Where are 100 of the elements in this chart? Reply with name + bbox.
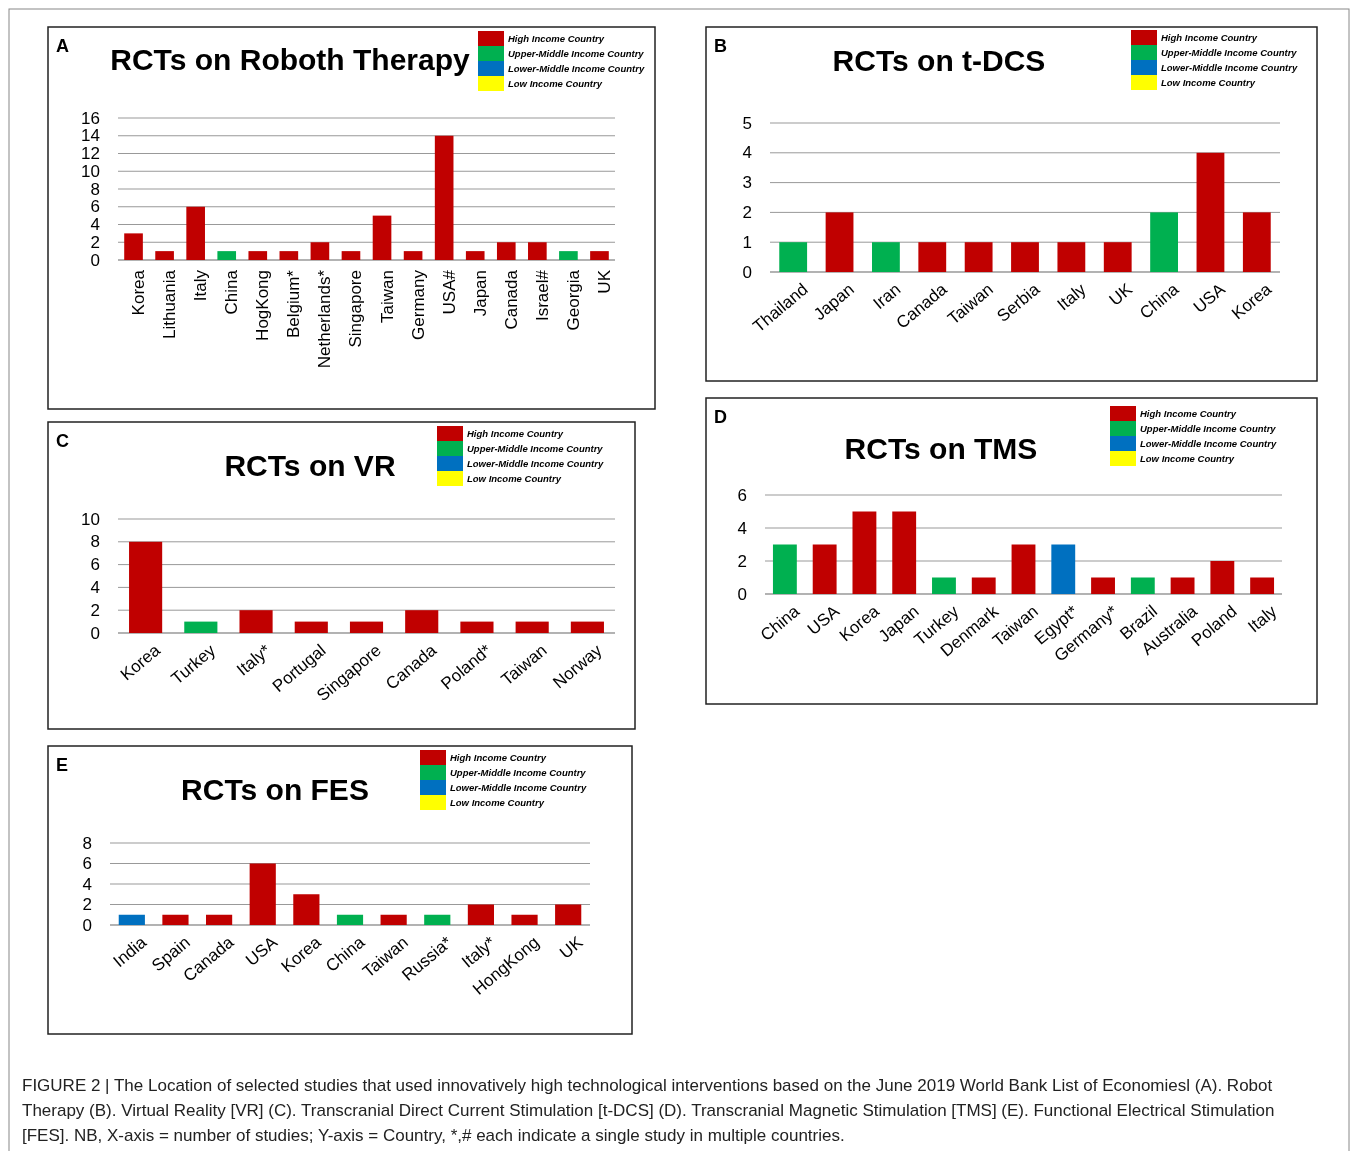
x-tick-label: UK (594, 269, 614, 294)
bar (162, 914, 189, 925)
y-tick-label: 14 (81, 126, 100, 146)
x-tick-label: USA (242, 932, 282, 970)
y-tick-label: 10 (81, 161, 100, 181)
chart-title: RCTs on FES (181, 772, 369, 806)
legend-label: High Income Country (467, 427, 564, 439)
x-tick-label: USA# (439, 269, 459, 315)
bar (779, 242, 808, 272)
bar (118, 914, 145, 925)
y-tick-label: 3 (742, 173, 752, 193)
legend-label: Low Income Country (450, 796, 545, 808)
y-tick-label: 6 (737, 485, 747, 505)
chart-subtitle: D (714, 407, 727, 427)
chart-title: RCTs on Roboth Therapy (110, 42, 471, 76)
bar (186, 206, 205, 260)
bar (380, 914, 407, 925)
bar (434, 135, 454, 260)
x-tick-label: Netherlands* (315, 269, 335, 369)
bar (294, 621, 328, 633)
y-tick-label: 8 (82, 833, 92, 853)
y-tick-label: 1 (742, 232, 752, 252)
bar (1091, 577, 1115, 594)
y-tick-label: 6 (90, 197, 100, 217)
y-tick-label: 4 (742, 143, 752, 163)
bar (515, 621, 549, 633)
chart-title: RCTs on TMS (844, 431, 1038, 465)
legend-label: Upper-Middle Income Country (508, 47, 645, 59)
bar (932, 577, 956, 594)
bar (511, 914, 538, 925)
y-tick-label: 0 (90, 250, 100, 270)
bar (217, 251, 237, 260)
legend-label: Upper-Middle Income Country (1161, 46, 1298, 58)
bar (403, 251, 423, 260)
y-tick-label: 2 (742, 202, 752, 222)
x-tick-label: Canada (501, 269, 521, 330)
bar (872, 242, 900, 272)
y-tick-label: 2 (82, 895, 92, 914)
chart-subtitle: A (56, 36, 69, 56)
bar (772, 544, 797, 594)
legend-label: High Income Country (450, 751, 547, 763)
bar (341, 251, 361, 260)
chart-title: RCTs on t-DCS (832, 43, 1046, 77)
bar (1210, 561, 1235, 594)
y-tick-label: 2 (90, 232, 100, 252)
bar (1011, 544, 1036, 594)
bar (1011, 242, 1039, 272)
bar (248, 251, 268, 260)
bar (570, 621, 604, 633)
bar (1051, 544, 1076, 594)
bar (467, 904, 494, 925)
y-tick-label: 0 (742, 262, 752, 282)
legend-label: Lower-Middle Income Country (467, 457, 604, 469)
bar (124, 233, 143, 260)
bar (1242, 212, 1271, 272)
bar (812, 544, 837, 594)
legend-label: Upper-Middle Income Country (1140, 422, 1277, 434)
x-tick-label: UK (1105, 279, 1137, 310)
bar (825, 212, 854, 272)
y-tick-label: 4 (90, 577, 100, 597)
x-tick-label: Korea (129, 269, 149, 316)
bar (1130, 577, 1155, 594)
bar (249, 863, 276, 925)
y-tick-label: 16 (81, 108, 100, 128)
chart-title: RCTs on VR (224, 448, 396, 482)
y-tick-label: 4 (90, 215, 100, 234)
x-tick-label: Israel# (532, 269, 552, 322)
legend-label: Low Income Country (1140, 452, 1235, 464)
bar (465, 251, 485, 260)
bar (279, 251, 299, 260)
bar (372, 215, 392, 260)
bar (310, 242, 330, 260)
y-tick-label: 4 (737, 518, 747, 538)
bar (971, 577, 996, 594)
legend-label: Lower-Middle Income Country (1140, 437, 1277, 449)
y-tick-label: 12 (81, 144, 100, 163)
legend-label: High Income Country (508, 32, 605, 44)
y-tick-label: 0 (82, 915, 92, 935)
x-tick-label: Italy (1053, 279, 1091, 315)
bar (590, 251, 609, 260)
x-tick-label: HogKong (253, 270, 273, 341)
legend-label: Lower-Middle Income Country (450, 781, 587, 793)
chart-subtitle: E (56, 755, 69, 775)
bar (1103, 242, 1132, 272)
caption: FIGURE 2 | The Location of selected studies that used innovatively high technological interventions based on the June 2019 World Bank List of Economiesl (A). Robot Therapy (B). Virtual Reality [VR] (C). Transcranial Direct Current Stimulation [t-DCS] (D). Transcranial Magnetic Stimulation [TMS] (E). Functional Electrical Stimulation [FES]. NB, X-axis = number of studies; Y-axis = Country, *,# each indicate a single study in multiple countries. (22, 1075, 1276, 1147)
legend-label: High Income Country (1161, 31, 1258, 43)
y-tick-label: 8 (90, 179, 100, 199)
x-tick-label: Germany (408, 269, 428, 340)
x-tick-label: UK (556, 932, 587, 963)
y-tick-label: 8 (90, 532, 100, 552)
legend-label: Low Income Country (508, 77, 603, 89)
x-tick-label: Belgium* (284, 269, 304, 339)
bar (964, 242, 993, 272)
bar (293, 894, 320, 925)
y-tick-label: 4 (82, 874, 92, 894)
bar (206, 914, 233, 925)
legend-label: Lower-Middle Income Country (508, 62, 645, 74)
bar (1196, 152, 1225, 272)
chart-subtitle: B (714, 36, 727, 56)
bar (184, 621, 218, 633)
